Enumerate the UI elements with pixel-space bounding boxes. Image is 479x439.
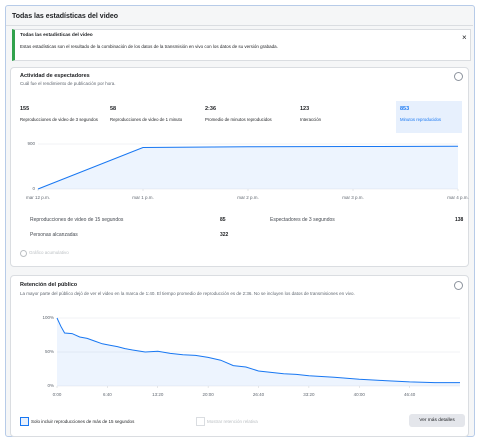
- banner-text: Estas estadísticas son el resultado de l…: [20, 44, 278, 49]
- stat-label: Reproducciones de video de 15 segundos: [30, 217, 124, 223]
- banner-title: Todas las estadísticas del video: [20, 33, 93, 38]
- activity-card: [10, 67, 469, 267]
- metric-value: 853: [400, 106, 410, 112]
- metric-label: Promedio de minutos reproducidos: [205, 117, 272, 122]
- line: [37, 145, 459, 190]
- checkbox-checked[interactable]: [20, 417, 29, 426]
- metric-value: 58: [110, 106, 117, 112]
- header-title: Todas las estadísticas del video: [12, 13, 119, 20]
- stat-value: 85: [220, 217, 226, 223]
- x-tick-label: 20:00: [202, 392, 214, 397]
- x-tick-label: 40:00: [354, 392, 366, 397]
- relative-label: Mostrar retención relativa: [207, 419, 258, 424]
- activity-subtitle: Cuál fue el rendimiento de publicación p…: [20, 81, 116, 86]
- y-tick-label: 50%: [45, 349, 54, 354]
- metric-label: Reproducciones de video de 1 minuto: [110, 117, 183, 122]
- close-button[interactable]: ×: [462, 33, 467, 42]
- x-tick-label: mar 2 p.m.: [237, 195, 259, 200]
- stat-value: 322: [220, 232, 229, 238]
- banner: [12, 29, 471, 61]
- x-tick-label: 26:40: [253, 392, 265, 397]
- metric-value: 155: [20, 106, 30, 112]
- checkbox[interactable]: [20, 250, 27, 257]
- retention-description: La mayor parte del público dejó de ver e…: [20, 291, 355, 296]
- metric-label: Reproducciones de video de 3 segundos: [20, 117, 98, 122]
- metric-label: Interacción: [300, 117, 322, 122]
- y-tick-label: 100%: [42, 315, 54, 320]
- only15-label: Solo incluir reproducciones de más de 15…: [31, 419, 135, 424]
- divider: [6, 25, 473, 26]
- x-tick-label: 6:40: [103, 392, 112, 397]
- area: [38, 146, 458, 189]
- x-tick-label: mar 1 p.m.: [132, 195, 154, 200]
- y-tick-label: 0%: [47, 383, 54, 388]
- details-button[interactable]: Ver más detalles: [409, 414, 465, 427]
- x-tick-label: mar 12 p.m.: [26, 195, 50, 200]
- metric-label: Minutos reproducidos: [400, 117, 442, 122]
- y-tick-label: 0: [32, 186, 35, 191]
- metric-value: 123: [300, 106, 310, 112]
- x-tick-label: mar 3 p.m.: [342, 195, 364, 200]
- retention-title: Retención del público: [20, 282, 78, 288]
- clock-icon: [454, 72, 463, 81]
- x-tick-label: 33:20: [303, 392, 315, 397]
- activity-title: Actividad de espectadores: [20, 73, 90, 79]
- stat-label: Espectadores de 3 segundos: [270, 217, 335, 223]
- metric-value: 2:36: [205, 106, 217, 112]
- checkbox-disabled[interactable]: [196, 417, 205, 426]
- line: [56, 317, 460, 384]
- selected-metric: [396, 101, 462, 133]
- area: [57, 318, 460, 386]
- retention-card: [10, 275, 469, 437]
- stat-label: Personas alcanzadas: [30, 232, 78, 238]
- x-tick-label: 0:00: [53, 392, 62, 397]
- x-tick-label: 46:40: [404, 392, 416, 397]
- y-tick-label: 900: [27, 141, 35, 146]
- x-tick-label: 13:20: [152, 392, 164, 397]
- cumulative-label: Gráfico acumulativo: [29, 250, 69, 255]
- info-icon: [454, 281, 463, 290]
- x-tick-label: mar 4 p.m.: [447, 195, 469, 200]
- stat-value: 138: [455, 217, 464, 223]
